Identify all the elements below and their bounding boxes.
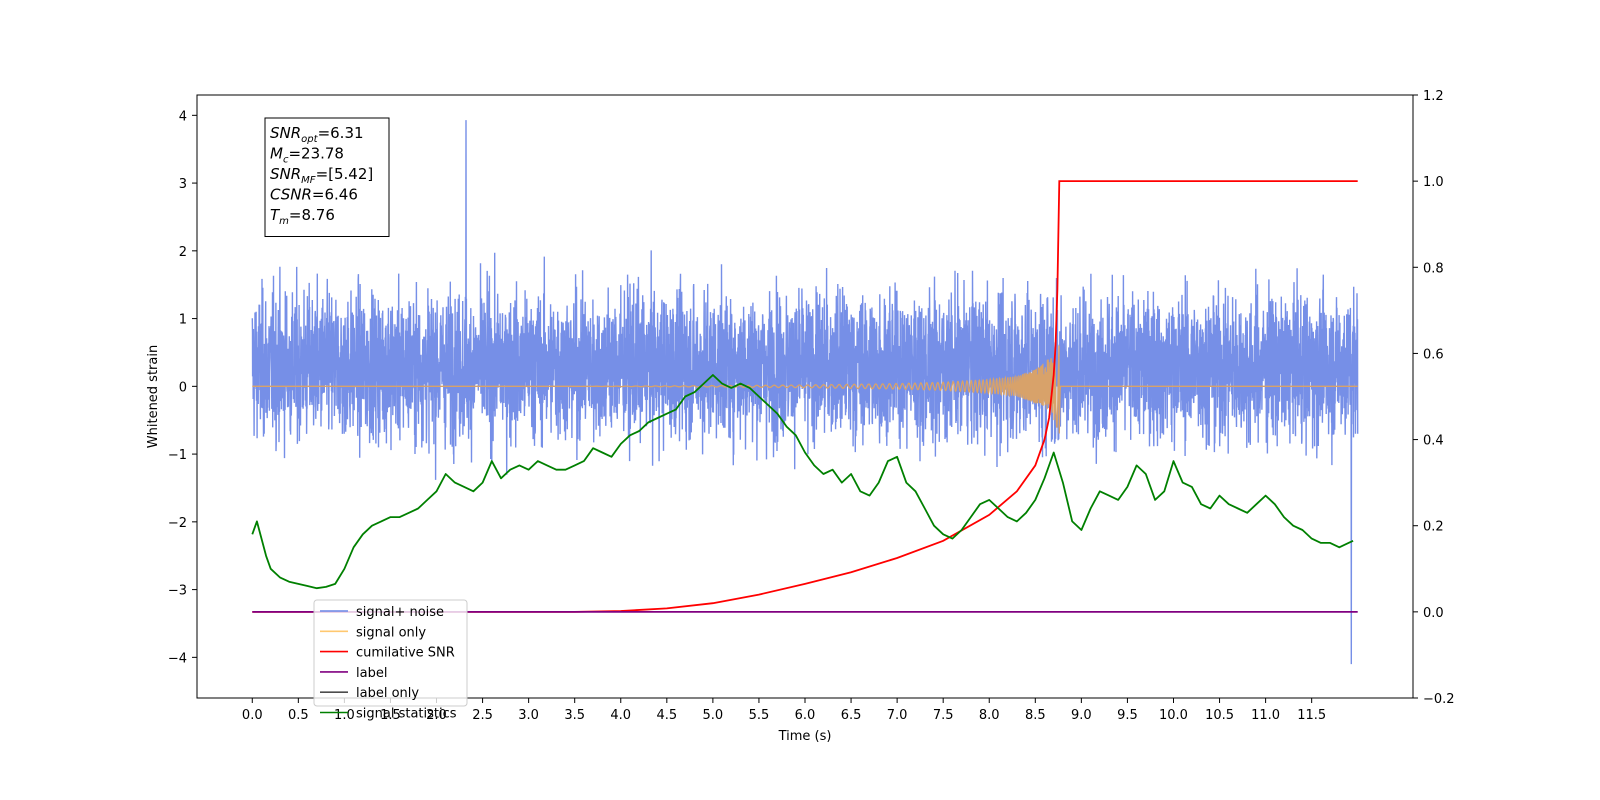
x-tick-label: 8.5	[1025, 708, 1046, 723]
legend-label: signal statistics	[356, 707, 457, 722]
x-tick-label: 5.0	[703, 708, 724, 723]
x-tick-label: 7.5	[933, 708, 954, 723]
x-tick-label: 2.0	[426, 708, 447, 723]
y2-tick-label: 1.0	[1423, 175, 1444, 190]
y-tick-label: −3	[168, 584, 187, 599]
annotation-line: CSNR=6.46	[270, 186, 358, 204]
y-tick-label: −2	[168, 516, 187, 531]
legend-label: label	[356, 666, 387, 681]
y2-tick-label: 1.2	[1423, 89, 1444, 104]
y-tick-label: 0	[179, 380, 187, 395]
y-tick-label: 4	[179, 109, 187, 124]
y2-tick-label: −0.2	[1423, 692, 1455, 707]
x-tick-label: 7.0	[887, 708, 908, 723]
x-tick-label: 0.0	[242, 708, 263, 723]
legend-label: signal+ noise	[356, 605, 444, 620]
x-tick-label: 9.0	[1071, 708, 1092, 723]
y-tick-label: 1	[179, 313, 187, 328]
y2-tick-label: 0.0	[1423, 606, 1444, 621]
y2-tick-label: 0.6	[1423, 347, 1444, 362]
y-axis-label: Whitened strain	[146, 345, 161, 448]
x-tick-label: 10.5	[1205, 708, 1234, 723]
series-cumulative-snr	[252, 180, 1358, 613]
series-signal-statistics	[251, 374, 1354, 590]
x-tick-label: 11.0	[1251, 708, 1280, 723]
annotation-line: SNRopt=6.31	[270, 124, 364, 145]
legend-label: cumilative SNR	[356, 646, 455, 661]
series-signal-noise	[251, 120, 1359, 665]
x-tick-label: 3.0	[518, 708, 539, 723]
y-tick-label: 2	[179, 245, 187, 260]
x-tick-label: 10.0	[1159, 708, 1188, 723]
annotation-box: SNRopt=6.31Mc=23.78SNRMF=[5.42]CSNR=6.46…	[264, 117, 390, 237]
axes: 0.0 0.5 1.0 1.5 2.0 2.5 3.0 3.5 4.0 4.5 5.0 5.5 6.0 6…	[146, 89, 1455, 744]
x-tick-label: 1.5	[380, 708, 401, 723]
annotation-line: Mc=23.78	[270, 145, 344, 166]
series-signal-only	[252, 345, 1358, 434]
x-tick-label: 1.0	[334, 708, 355, 723]
y-tick-label: −4	[168, 651, 187, 666]
legend-label: label only	[356, 686, 419, 701]
x-tick-label: 4.5	[656, 708, 677, 723]
y2-tick-label: 0.4	[1423, 434, 1444, 449]
y-tick-label: −1	[168, 448, 187, 463]
x-tick-label: 2.5	[472, 708, 493, 723]
x-tick-label: 8.0	[979, 708, 1000, 723]
x-tick-label: 6.5	[841, 708, 862, 723]
legend: signal+ noise signal only cumilative SNR la…	[313, 599, 468, 722]
x-tick-label: 3.5	[564, 708, 585, 723]
legend-label: signal only	[356, 625, 426, 640]
x-axis-label: Time (s)	[778, 729, 832, 744]
y-tick-label: 3	[179, 177, 187, 192]
legend-frame	[313, 599, 468, 707]
annotation-line: Tm=8.76	[270, 206, 335, 227]
x-tick-label: 11.5	[1297, 708, 1326, 723]
y2-tick-label: 0.8	[1423, 261, 1444, 276]
x-tick-label: 5.5	[749, 708, 770, 723]
y2-tick-label: 0.2	[1423, 520, 1444, 535]
annotation-line: SNRMF=[5.42]	[270, 165, 373, 186]
x-tick-label: 6.0	[795, 708, 816, 723]
x-tick-label: 9.5	[1117, 708, 1138, 723]
x-tick-label: 4.0	[610, 708, 631, 723]
annotation-frame	[264, 117, 390, 237]
x-tick-label: 0.5	[288, 708, 309, 723]
